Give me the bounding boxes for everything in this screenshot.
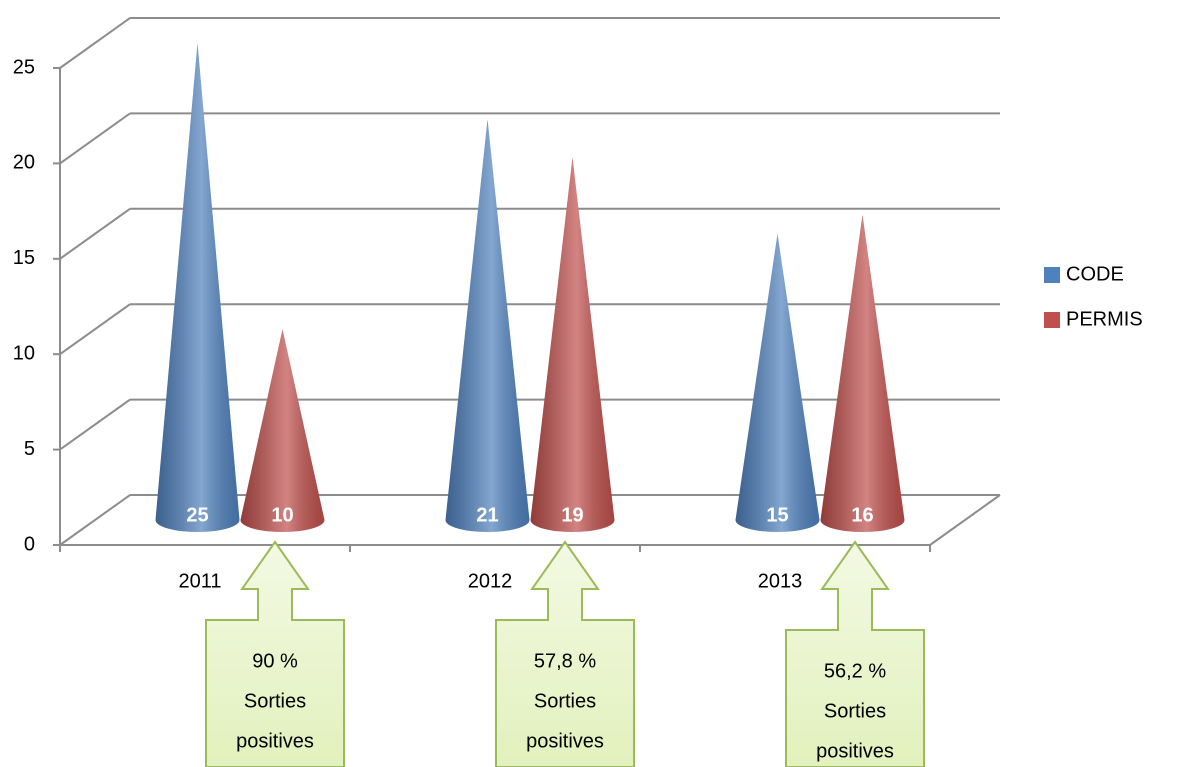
- x-tick-label: 2011: [178, 570, 221, 592]
- callout-text: positives: [816, 740, 894, 762]
- cone-shade: [820, 214, 905, 532]
- callout-text: 90 %: [252, 650, 298, 672]
- grid-line: [59, 494, 131, 546]
- legend-swatch: [1044, 312, 1060, 328]
- value-label: 16: [851, 504, 873, 526]
- value-label: 21: [476, 504, 498, 526]
- grid-line: [59, 17, 131, 69]
- callout-text: Sorties: [534, 690, 596, 712]
- value-label: 19: [561, 504, 583, 526]
- y-tick-label: 25: [13, 56, 35, 78]
- callout-arrow: [495, 540, 635, 767]
- grid-line: [59, 112, 131, 165]
- grid-line: [59, 398, 131, 451]
- grid-line: [59, 303, 131, 356]
- callout-text: Sorties: [244, 690, 306, 712]
- x-tick-label: 2013: [758, 570, 803, 592]
- cone-shade: [240, 329, 325, 532]
- legend-label: PERMIS: [1066, 308, 1143, 330]
- callout-text: positives: [236, 730, 314, 752]
- legend-label: CODE: [1066, 263, 1124, 285]
- value-label: 25: [186, 504, 208, 526]
- y-tick-label: 10: [13, 342, 35, 364]
- callout-text: 57,8 %: [534, 650, 596, 672]
- y-tick-label: 20: [13, 152, 35, 174]
- cone-shade: [445, 119, 530, 532]
- callout-arrow: [785, 540, 925, 767]
- value-label: 15: [766, 504, 788, 526]
- callout-text: 56,2 %: [824, 660, 886, 682]
- floor-side: [929, 494, 1001, 546]
- value-label: 10: [271, 504, 293, 526]
- cone-shade: [530, 157, 615, 533]
- x-tick-label: 2012: [468, 570, 513, 592]
- callout-text: positives: [526, 730, 604, 752]
- legend-swatch: [1044, 267, 1060, 283]
- callout-text: Sorties: [824, 700, 886, 722]
- y-tick-label: 5: [24, 438, 35, 460]
- cone-shade: [155, 43, 240, 532]
- y-tick-label: 0: [24, 533, 35, 555]
- cone-shade: [735, 233, 820, 533]
- y-tick-label: 15: [13, 247, 35, 269]
- callout-arrow: [205, 540, 345, 767]
- grid-line: [59, 207, 131, 260]
